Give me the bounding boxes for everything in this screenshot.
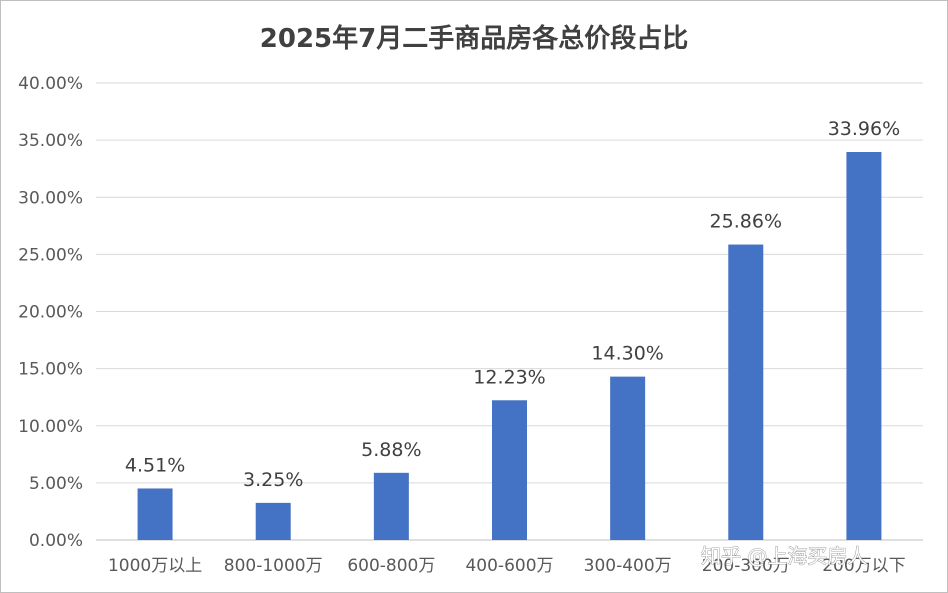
bar xyxy=(610,376,646,540)
y-tick-label: 5.00% xyxy=(29,474,83,494)
bar xyxy=(373,472,409,540)
y-tick-label: 40.00% xyxy=(18,74,83,94)
y-tick-label: 10.00% xyxy=(18,417,83,437)
watermark: 知乎 @上海买房人 xyxy=(701,544,868,569)
y-tick-label: 25.00% xyxy=(18,245,83,265)
x-tick-label: 200万以下 xyxy=(822,556,905,576)
data-label: 14.30% xyxy=(591,343,663,365)
y-tick-label: 30.00% xyxy=(18,188,83,208)
y-tick-label: 0.00% xyxy=(29,531,83,551)
watermark-text: 知乎 @上海买房人 xyxy=(701,544,867,568)
data-label: 3.25% xyxy=(243,469,303,491)
y-tick-label: 20.00% xyxy=(18,303,83,323)
bar xyxy=(255,502,291,540)
data-label: 4.51% xyxy=(125,454,185,476)
data-label: 33.96% xyxy=(828,118,900,140)
bar xyxy=(846,152,882,540)
y-tick-label: 35.00% xyxy=(18,131,83,151)
x-tick-label: 1000万以上 xyxy=(108,556,202,576)
labels: 0.00% 5.00% 10.00% 15.00% 20.00% 25.00% 30.00%… xyxy=(18,74,905,576)
data-label: 5.88% xyxy=(361,439,421,461)
x-tick-label: 200-300万 xyxy=(702,556,790,576)
y-tick-label: 15.00% xyxy=(18,360,83,380)
data-label: 25.86% xyxy=(710,211,782,233)
chart-title: 2025年7月二手商品房各总价段占比 xyxy=(259,24,689,54)
bar xyxy=(492,400,527,540)
data-label: 12.23% xyxy=(473,366,545,388)
bars xyxy=(137,152,882,540)
x-tick-label: 800-1000万 xyxy=(224,556,323,576)
x-tick-label: 400-600万 xyxy=(465,556,553,576)
bar xyxy=(137,488,173,540)
bar xyxy=(728,244,764,540)
x-tick-label: 300-400万 xyxy=(584,556,672,576)
x-tick-label: 600-800万 xyxy=(347,556,435,576)
